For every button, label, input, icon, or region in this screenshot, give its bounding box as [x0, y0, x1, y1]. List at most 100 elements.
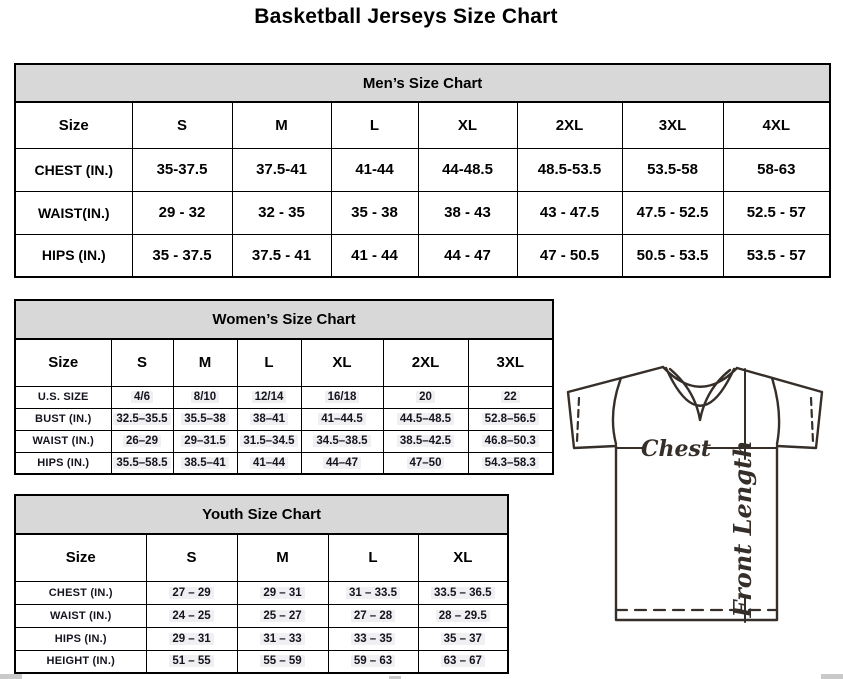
size-cell: 37.5-41 [231, 147, 332, 192]
size-cell-value: 53.5 - 57 [746, 246, 806, 264]
size-cell: 38–41 [236, 407, 302, 431]
size-cell: 44–47 [300, 451, 384, 475]
youth-size-table: Youth Size Chart Size S M L XL CHEST (IN.) 27 –… [14, 494, 510, 674]
size-cell-value: 27 – 28 [350, 609, 396, 622]
youth-data-row: CHEST (IN.) 27 – 29 29 – 31 31 – 33.5 33.5 –… [14, 580, 509, 605]
size-cell: 29–31.5 [172, 429, 238, 453]
column-header: XL [417, 533, 509, 582]
size-cell-value: 35-37.5 [156, 161, 208, 178]
size-cell: 32 - 35 [231, 190, 332, 235]
size-cell-value: 35 - 37.5 [152, 246, 212, 264]
size-cell-value: 52.8–56.5 [481, 413, 539, 425]
jersey-cuff-stitch-left [575, 396, 581, 444]
womens-size-table: Women’s Size Chart Size S M L XL 2XL 3XL U.S. SI… [14, 299, 555, 475]
column-header: XL [300, 338, 384, 387]
row-label: HIPS (IN.) [14, 626, 147, 651]
size-cell: 43 - 47.5 [516, 190, 623, 235]
column-header: 3XL [621, 101, 724, 149]
column-header: 2XL [382, 338, 469, 387]
jersey-cuff-stitch-right [809, 396, 815, 444]
size-cell-value: 47 - 50.5 [539, 246, 600, 264]
size-cell: 31 – 33.5 [327, 580, 419, 605]
size-cell: 20 [382, 385, 469, 409]
size-cell-value: 35 – 37 [440, 632, 485, 645]
page-title: Basketball Jerseys Size Chart [254, 5, 558, 28]
size-cell-value: 12/14 [251, 391, 287, 403]
size-cell: 31.5–34.5 [236, 429, 302, 453]
size-cell: 27 – 29 [145, 580, 238, 605]
size-cell-value: 35.5–38 [181, 413, 229, 425]
jersey-collar [661, 365, 739, 422]
row-label: WAIST (IN.) [14, 429, 112, 453]
size-cell: 12/14 [236, 385, 302, 409]
size-cell: 54.3–58.3 [467, 451, 554, 475]
size-cell-value: 46.8–50.3 [481, 435, 539, 447]
column-header: Size [14, 101, 133, 149]
size-cell-value: 28 – 29.5 [435, 609, 490, 622]
column-header: L [236, 338, 302, 387]
size-cell: 41–44.5 [300, 407, 384, 431]
size-cell: 35.5–58.5 [110, 451, 174, 475]
size-cell-value: 44 - 47 [444, 246, 491, 264]
bottom-left-fragment [0, 674, 22, 679]
size-cell: 26–29 [110, 429, 174, 453]
column-header: 2XL [516, 101, 623, 149]
column-header: 3XL [467, 338, 554, 387]
column-header: XL [417, 101, 518, 149]
size-cell-value: 32.5–35.5 [113, 413, 171, 425]
size-cell: 28 – 29.5 [417, 603, 509, 628]
size-cell-value: 51 – 55 [169, 655, 214, 668]
size-cell-value: 55 – 59 [260, 655, 305, 668]
front-length-label: Front Length [728, 440, 757, 618]
column-header: S [131, 101, 233, 149]
size-cell: 16/18 [300, 385, 384, 409]
size-cell: 46.8–50.3 [467, 429, 554, 453]
size-cell: 38.5–41 [172, 451, 238, 475]
size-cell-value: 58-63 [757, 161, 796, 178]
size-cell-value: 25 – 27 [260, 609, 305, 622]
size-cell-value: 31 – 33.5 [346, 586, 400, 599]
size-cell-value: 44-48.5 [442, 161, 493, 178]
size-cell: 44-48.5 [417, 147, 518, 192]
column-header: M [172, 338, 238, 387]
size-cell-value: 29 – 31 [260, 586, 305, 599]
size-cell-value: 34.5–38.5 [313, 435, 371, 447]
mens-title-row: Men’s Size Chart [14, 63, 831, 103]
size-cell-value: 48.5-53.5 [537, 161, 602, 178]
size-cell: 51 – 55 [145, 649, 238, 674]
mens-data-row: WAIST(IN.) 29 - 32 32 - 35 35 - 38 38 - 43 43… [14, 190, 831, 235]
chest-label: Chest [641, 436, 711, 462]
size-cell-value: 35.5–58.5 [113, 456, 171, 469]
row-label: WAIST (IN.) [14, 603, 147, 628]
size-cell-value: 32 - 35 [258, 204, 305, 221]
size-cell: 52.5 - 57 [722, 190, 831, 235]
size-cell: 35 - 37.5 [131, 233, 233, 278]
size-cell-value: 54.3–58.3 [481, 456, 539, 469]
youth-title: Youth Size Chart [14, 494, 509, 535]
size-cell: 27 – 28 [327, 603, 419, 628]
size-cell-value: 41–44.5 [318, 413, 366, 425]
size-cell-value: 33 – 35 [350, 632, 396, 645]
column-header: 4XL [722, 101, 831, 149]
size-cell: 33 – 35 [327, 626, 419, 651]
row-label: HIPS (IN.) [14, 451, 112, 475]
youth-data-row: WAIST (IN.) 24 – 25 25 – 27 27 – 28 28 – 29.… [14, 603, 509, 628]
row-label: HEIGHT (IN.) [14, 649, 147, 674]
row-label: BUST (IN.) [14, 407, 112, 431]
size-cell: 41-44 [330, 147, 419, 192]
size-cell: 41–44 [236, 451, 302, 475]
mens-title: Men’s Size Chart [14, 63, 831, 103]
size-cell: 52.8–56.5 [467, 407, 554, 431]
size-cell: 25 – 27 [236, 603, 329, 628]
size-cell: 38 - 43 [417, 190, 518, 235]
column-header: Size [14, 533, 147, 582]
size-cell-value: 47.5 - 52.5 [636, 204, 709, 221]
size-cell-value: 33.5 – 36.5 [430, 586, 495, 599]
row-label: CHEST (IN.) [14, 147, 133, 192]
size-cell-value: 31 – 33 [260, 632, 305, 645]
size-cell-value: 29 – 31 [169, 632, 214, 645]
size-cell: 34.5–38.5 [300, 429, 384, 453]
youth-column-header-row: Size S M L XL [14, 533, 509, 582]
womens-table: Women’s Size Chart Size S M L XL 2XL 3XL U.S. SI… [14, 299, 555, 475]
size-cell: 50.5 - 53.5 [621, 233, 724, 278]
